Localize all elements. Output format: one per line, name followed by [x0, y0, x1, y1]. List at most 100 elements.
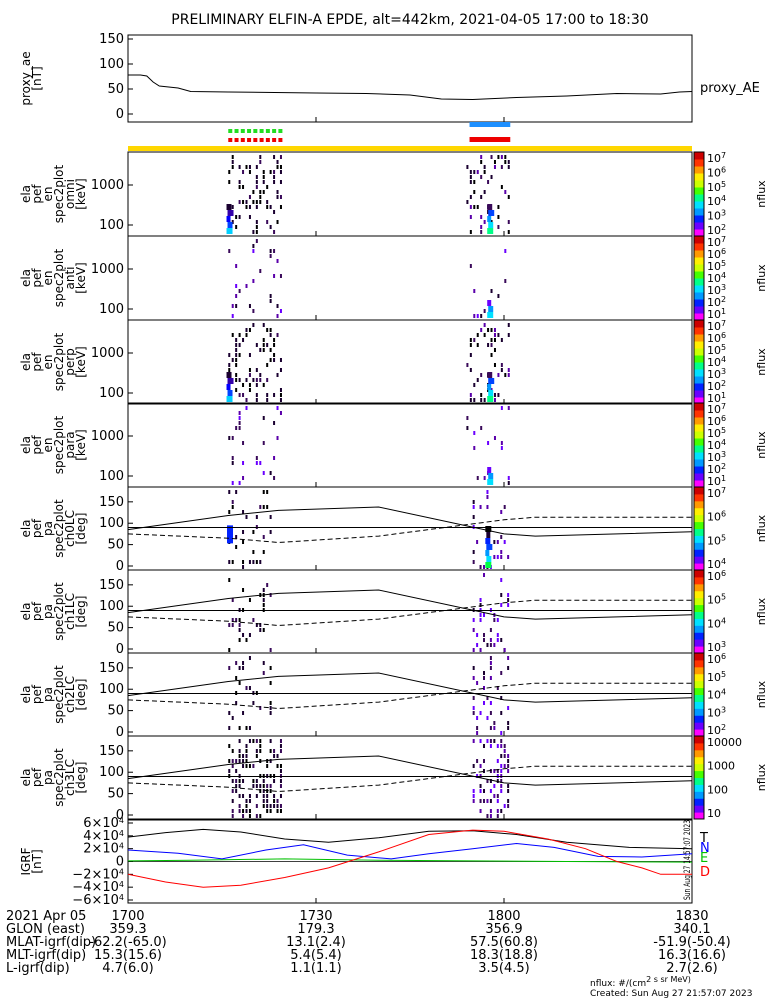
spectrogram-3-pixel	[262, 441, 265, 445]
spectrogram-0-pixel	[228, 170, 231, 174]
spectrogram-2-pixel	[500, 338, 503, 342]
spectrogram-3-pixel	[228, 436, 231, 440]
pitch-3-pixel	[235, 769, 238, 773]
spectrogram-0-pixel	[242, 185, 245, 189]
pitch-1-pixel	[493, 618, 496, 622]
spectrogram-3-colorbar-segment	[694, 403, 704, 411]
spectrogram-2-ytick: 1000	[91, 346, 124, 361]
spectrogram-2-pixel	[235, 363, 238, 367]
spectrogram-2-pixel	[266, 328, 269, 332]
spectrogram-0-pixel	[238, 215, 241, 219]
zone-marker-green	[247, 129, 252, 133]
spectrogram-1-blob	[487, 300, 494, 318]
spectrogram-3-pixel	[238, 421, 241, 425]
pitch-1-pixel	[503, 648, 506, 652]
spectrogram-1-pixel	[504, 249, 507, 253]
spectrogram-1-pixel	[480, 314, 483, 318]
pitch-0-pixel	[228, 490, 231, 494]
pitch-2-ylabel-3: spec2plot	[52, 665, 66, 724]
spectrogram-1-pixel	[231, 304, 234, 308]
spectrogram-0-pixel	[248, 165, 251, 169]
pitch-0-pixel	[252, 560, 255, 564]
pitch-3-pixel	[266, 784, 269, 788]
spectrogram-1-ylabel-1: pef	[30, 268, 44, 288]
pitch-0-pixel	[262, 505, 265, 509]
undefined-blob-cell	[485, 538, 491, 544]
pitch-3-pixel	[486, 814, 489, 818]
pitch-1-pixel	[472, 618, 475, 622]
pitch-1-ylabel-1: pef	[30, 601, 44, 621]
igrf-line-D	[127, 829, 692, 888]
spectrogram-2-colorbar-segment	[694, 348, 704, 356]
pitch-2-pixel	[476, 681, 479, 685]
pitch-3-pixel	[500, 809, 503, 813]
spectrogram-2-pixel	[476, 378, 479, 382]
pitch-0-pixel	[242, 540, 245, 544]
pitch-0-pixel	[472, 500, 475, 504]
spectrogram-2-pixel	[238, 343, 241, 347]
pitch-1-pixel	[483, 573, 486, 577]
pitch-3-pixel	[479, 739, 482, 743]
pitch-3-colorbar-segment	[694, 784, 704, 792]
pitch-2-pixel	[476, 726, 479, 730]
spectrogram-2-pixel	[242, 383, 245, 387]
igrf-ylabel-0: IGRF	[19, 847, 33, 875]
spectrogram-2-pixel	[255, 383, 258, 387]
pitch-2-colorbar-segment	[694, 715, 704, 723]
pitch-1-pixel	[262, 598, 265, 602]
footer-row-value: 179.3	[297, 922, 334, 937]
spectrogram-0-pixel	[473, 170, 476, 174]
pitch-3-colorbar-tick: 10000	[707, 736, 742, 749]
spectrogram-2-pixel	[497, 373, 500, 377]
spectrogram-0-pixel	[252, 200, 255, 204]
spectrogram-3-pixel	[500, 446, 503, 450]
pitch-1-pixel	[238, 638, 241, 642]
spectrogram-0-pixel	[238, 185, 241, 189]
igrf-ytick: −6×104	[72, 893, 124, 908]
pitch-2-ylabel-5: [deg]	[74, 679, 88, 711]
pitch-3-pixel	[279, 784, 282, 788]
pitch-3-colorbar-tick: 100	[707, 783, 728, 796]
pitch-3-pixel	[245, 804, 248, 808]
pitch-3-pixel	[279, 744, 282, 748]
pitch-2-pixel	[259, 706, 262, 710]
pitch-0-pixel	[228, 560, 231, 564]
pitch-2-pixel	[489, 711, 492, 715]
spectrogram-2-pixel	[480, 328, 483, 332]
spectrogram-1-ytick: 100	[99, 302, 124, 317]
spectrogram-1-colorbar-segment	[694, 306, 704, 314]
pitch-0-blob-cell	[227, 525, 234, 544]
pitch-1-lc-dashed	[127, 599, 692, 627]
spectrogram-3-colorbar-label: nflux	[755, 431, 768, 459]
pitch-1-pixel	[496, 633, 499, 637]
spectrogram-0-pixel	[252, 230, 255, 234]
pitch-1-colorbar-label: nflux	[755, 597, 768, 625]
spectrogram-2-pixel	[245, 398, 248, 402]
pitch-0-colorbar-segment	[694, 549, 704, 557]
pitch-3-pixel	[269, 789, 272, 793]
pitch-3-pixel	[262, 784, 265, 788]
spectrogram-2-pixel	[497, 333, 500, 337]
pitch-2-pixel	[228, 666, 231, 670]
pitch-1-colorbar-segment	[694, 576, 704, 585]
pitch-3-pixel	[242, 759, 245, 763]
pitch-2-colorbar-tick: 102	[707, 723, 726, 737]
spectrogram-0-pixel	[490, 175, 493, 179]
spectrogram-0-pixel	[255, 185, 258, 189]
spectrogram-0-pixel	[248, 170, 251, 174]
spectrogram-2-pixel	[255, 368, 258, 372]
pitch-3-pixel	[245, 799, 248, 803]
spectrogram-0-colorbar-tick: 104	[707, 194, 726, 208]
pitch-0-pixel	[255, 560, 258, 564]
pitch-0-pixel	[472, 560, 475, 564]
pitch-1-pixel	[493, 643, 496, 647]
pitch-1-pixel	[228, 623, 231, 627]
spectrogram-0-colorbar-segment	[694, 222, 704, 230]
spectrogram-0-ylabel-4: omni	[63, 179, 77, 209]
spectrogram-3-pixel	[242, 461, 245, 465]
pitch-2-colorbar-segment	[694, 680, 704, 689]
ae-frame	[127, 34, 693, 123]
pitch-3-pixel	[235, 784, 238, 788]
spectrogram-0-pixel	[483, 190, 486, 194]
pitch-3-pixel	[483, 744, 486, 748]
